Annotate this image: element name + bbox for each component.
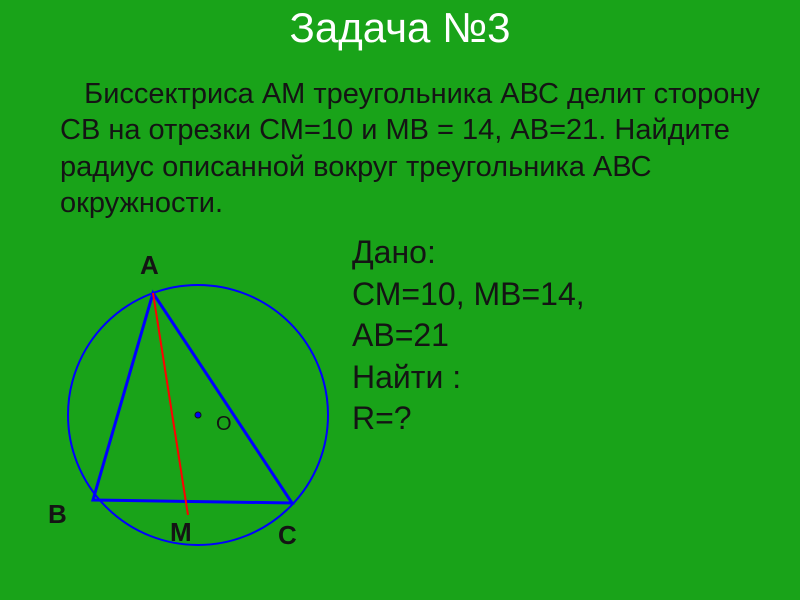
given-block: Дано: СМ=10, МВ=14, АВ=21 Найти : R=? <box>352 232 772 440</box>
given-label: Дано: <box>352 234 436 270</box>
label-b: В <box>48 499 67 530</box>
bisector-am <box>153 293 188 515</box>
label-o: О <box>216 413 232 436</box>
label-a: А <box>140 250 159 281</box>
slide-title: Задача №3 <box>0 4 800 52</box>
find-label: Найти : <box>352 359 461 395</box>
center-dot <box>195 412 201 418</box>
given-line1: СМ=10, МВ=14, <box>352 276 585 312</box>
given-line2: АВ=21 <box>352 317 449 353</box>
slide: Задача №3 Биссектриса АМ треугольника АВ… <box>0 0 800 600</box>
find-value: R=? <box>352 400 412 436</box>
problem-statement: Биссектриса АМ треугольника АВС делит ст… <box>60 76 760 221</box>
triangle-abc <box>93 293 292 503</box>
geometry-diagram: А В С М О <box>48 245 348 565</box>
label-c: С <box>278 520 297 551</box>
diagram-svg <box>48 245 348 565</box>
label-m: М <box>170 517 192 548</box>
